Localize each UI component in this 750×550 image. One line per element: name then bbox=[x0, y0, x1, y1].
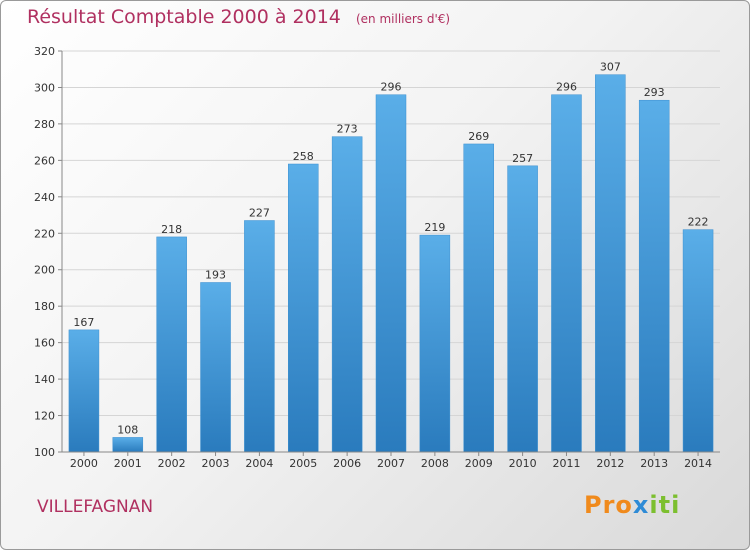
y-tick-label: 200 bbox=[34, 264, 55, 277]
x-tick-label: 2013 bbox=[640, 457, 668, 470]
x-tick-label: 2011 bbox=[552, 457, 580, 470]
x-tick-label: 2014 bbox=[684, 457, 712, 470]
bar-value-label: 167 bbox=[73, 316, 94, 329]
y-tick-label: 300 bbox=[34, 81, 55, 94]
bar bbox=[551, 94, 582, 453]
x-tick-label: 2006 bbox=[333, 457, 361, 470]
y-tick-label: 320 bbox=[34, 45, 55, 58]
bar bbox=[288, 163, 319, 453]
bar bbox=[682, 229, 714, 453]
bar bbox=[156, 236, 187, 453]
y-tick-label: 280 bbox=[34, 118, 55, 131]
bar bbox=[331, 136, 363, 453]
x-tick-label: 2012 bbox=[596, 457, 624, 470]
y-tick-label: 220 bbox=[34, 227, 55, 240]
bar-value-label: 193 bbox=[205, 268, 226, 281]
bar bbox=[638, 99, 670, 453]
chart-subtitle: (en milliers d'€) bbox=[355, 12, 451, 26]
bar-value-label: 258 bbox=[293, 150, 314, 163]
bar-value-label: 219 bbox=[424, 221, 445, 234]
bar bbox=[200, 282, 231, 453]
x-tick-label: 2009 bbox=[465, 457, 493, 470]
y-tick-label: 140 bbox=[34, 373, 55, 386]
y-tick-label: 160 bbox=[34, 337, 55, 350]
y-tick-label: 100 bbox=[34, 446, 55, 459]
x-tick-label: 2004 bbox=[245, 457, 273, 470]
x-tick-label: 2010 bbox=[509, 457, 537, 470]
town-name: VILLEFAGNAN bbox=[37, 497, 154, 517]
axes bbox=[58, 50, 720, 456]
bar-value-label: 269 bbox=[468, 130, 489, 143]
y-tick-label: 120 bbox=[34, 410, 55, 423]
x-tick-label: 2008 bbox=[421, 457, 449, 470]
bar-value-label: 273 bbox=[337, 123, 358, 136]
bar bbox=[68, 329, 100, 453]
chart-title-block: Résultat Comptable 2000 à 2014 (en milli… bbox=[27, 6, 450, 28]
bar-value-label: 257 bbox=[512, 152, 533, 165]
x-tick-label: 2000 bbox=[70, 457, 98, 470]
bar bbox=[595, 74, 626, 453]
x-tick-label: 2003 bbox=[202, 457, 230, 470]
bar bbox=[463, 143, 494, 453]
y-tick-label: 240 bbox=[34, 191, 55, 204]
y-tick-label: 180 bbox=[34, 300, 55, 313]
proxiti-logo[interactable]: Proxiti bbox=[584, 491, 681, 519]
x-tick-label: 2002 bbox=[158, 457, 186, 470]
bar bbox=[244, 220, 275, 453]
bar-value-label: 293 bbox=[644, 86, 665, 99]
bar-value-label: 218 bbox=[161, 223, 182, 236]
bar bbox=[419, 234, 451, 453]
bar-value-label: 307 bbox=[600, 61, 621, 74]
bar-value-label: 227 bbox=[249, 207, 270, 220]
x-tick-label: 2005 bbox=[289, 457, 317, 470]
labels: 100 120 140 160 180 200 220 240 260 280 300 320 167 2… bbox=[34, 45, 712, 470]
bar-value-label: 108 bbox=[117, 423, 138, 436]
x-tick-label: 2001 bbox=[114, 457, 142, 470]
bar-value-label: 222 bbox=[688, 216, 709, 229]
chart-title: Résultat Comptable 2000 à 2014 bbox=[27, 6, 341, 28]
bar-value-label: 296 bbox=[556, 81, 577, 94]
bar-value-label: 296 bbox=[381, 81, 402, 94]
bar bbox=[507, 165, 538, 453]
x-tick-label: 2007 bbox=[377, 457, 405, 470]
bars bbox=[68, 74, 714, 453]
y-tick-label: 260 bbox=[34, 154, 55, 167]
bar bbox=[375, 94, 407, 453]
bar bbox=[112, 437, 144, 453]
